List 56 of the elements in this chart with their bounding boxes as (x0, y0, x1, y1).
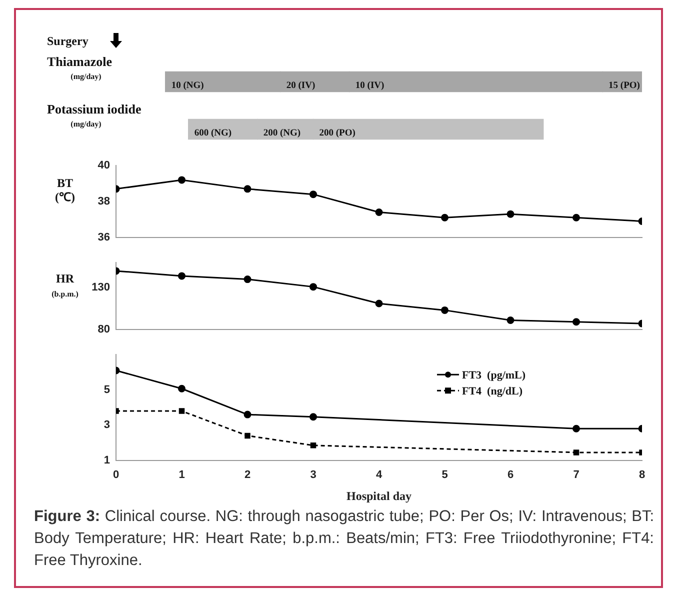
x-tick-label: 1 (178, 469, 185, 482)
y-tick-label: Potassium iodide (mg/day) (47, 101, 142, 128)
y-tick-label: 40 (98, 160, 110, 172)
legend-label: FT4 (ng/dL) (462, 386, 523, 398)
x-tick-label: 2 (244, 469, 251, 482)
y-axis-title: BT (℃) (55, 176, 75, 204)
y-tick-label: 130 (92, 282, 110, 294)
x-tick-label: 8 (638, 469, 646, 482)
point (310, 413, 317, 421)
x-tick-label: 7 (573, 469, 580, 482)
point (506, 210, 514, 218)
x-tick-label: 6 (507, 469, 514, 482)
point (244, 185, 252, 193)
annotation: 20 (IV) (286, 80, 316, 91)
line-series (116, 408, 642, 456)
point (572, 214, 580, 222)
point (572, 424, 580, 432)
annotation: 200 (PO) (319, 128, 356, 138)
point (310, 190, 317, 198)
point (178, 176, 186, 184)
x-tick-label: 0 (112, 469, 120, 482)
x-tick-label: 4 (376, 469, 383, 482)
annotation: 15 (PO) (608, 80, 640, 91)
point (375, 300, 383, 308)
x-axis-title: Hospital day (346, 488, 412, 503)
point (244, 276, 252, 284)
point (310, 442, 316, 448)
annotation: 10 (NG) (171, 80, 204, 91)
point (178, 384, 186, 392)
annotation: 200 (NG) (263, 128, 301, 138)
y-tick-label: Thiamazole (mg/day) (47, 54, 112, 81)
point (441, 306, 448, 314)
x-tick-label: 3 (310, 469, 316, 482)
point (178, 408, 185, 414)
annotation: 10 (IV) (355, 80, 384, 91)
y-tick-label: 3 (104, 419, 110, 432)
point (573, 450, 580, 456)
point (572, 318, 580, 326)
y-tick-label: 38 (98, 196, 110, 208)
caption: Figure 3: Clinical course. NG: through nasogastric tube; PO: Per Os; IV: Intravenous; BT: Body Temperature; HR: Heart Rate; b.p.m.: Beats/min; FT3: Free Triiodothyronine; FT4: Free Thyroxine. (34, 507, 654, 571)
point (244, 410, 252, 418)
point (441, 214, 448, 222)
point (375, 208, 383, 216)
annotation: 600 (NG) (194, 128, 232, 138)
y-tick-label: 80 (98, 323, 110, 336)
y-tick-label: 36 (98, 231, 110, 244)
annotation: Surgery (47, 34, 88, 48)
legend-label: FT3 (pg/mL) (462, 370, 526, 382)
point (178, 272, 186, 280)
x-tick-label: 5 (442, 469, 448, 482)
point (310, 283, 317, 291)
y-tick-label: 1 (104, 454, 110, 466)
point (506, 316, 514, 324)
y-axis-title: HR (b.p.m.) (52, 272, 79, 299)
y-tick-label: 5 (104, 384, 110, 396)
point (244, 432, 250, 439)
